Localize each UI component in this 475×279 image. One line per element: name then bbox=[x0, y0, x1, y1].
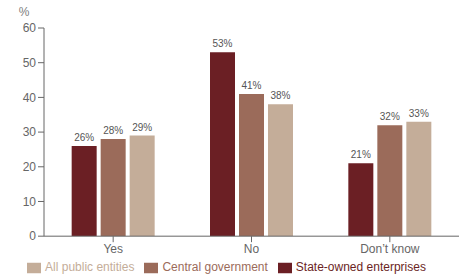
svg-text:Yes: Yes bbox=[103, 242, 123, 256]
svg-text:32%: 32% bbox=[380, 111, 400, 122]
svg-text:50: 50 bbox=[23, 56, 37, 70]
svg-text:%: % bbox=[19, 5, 30, 19]
svg-text:40: 40 bbox=[23, 91, 37, 105]
svg-text:0: 0 bbox=[29, 229, 36, 243]
html-text:All public entities: All public entities bbox=[45, 260, 135, 275]
html-text:State-owned enterprises: State-owned enterprises bbox=[295, 260, 426, 275]
svg-text:60: 60 bbox=[23, 21, 37, 35]
svg-text:41%: 41% bbox=[241, 80, 261, 91]
svg-text:Don’t know: Don’t know bbox=[360, 242, 420, 256]
svg-text:29%: 29% bbox=[132, 122, 152, 133]
svg-text:33%: 33% bbox=[409, 108, 429, 119]
html-text:Central government: Central government bbox=[162, 260, 268, 275]
svg-text:21%: 21% bbox=[351, 149, 371, 160]
svg-text:10: 10 bbox=[23, 195, 37, 209]
svg-text:30: 30 bbox=[23, 125, 37, 139]
svg-text:20: 20 bbox=[23, 160, 37, 174]
svg-text:28%: 28% bbox=[103, 125, 123, 136]
svg-text:38%: 38% bbox=[270, 90, 290, 101]
svg-text:No: No bbox=[244, 242, 260, 256]
svg-text:26%: 26% bbox=[74, 132, 94, 143]
svg-text:53%: 53% bbox=[212, 38, 232, 49]
